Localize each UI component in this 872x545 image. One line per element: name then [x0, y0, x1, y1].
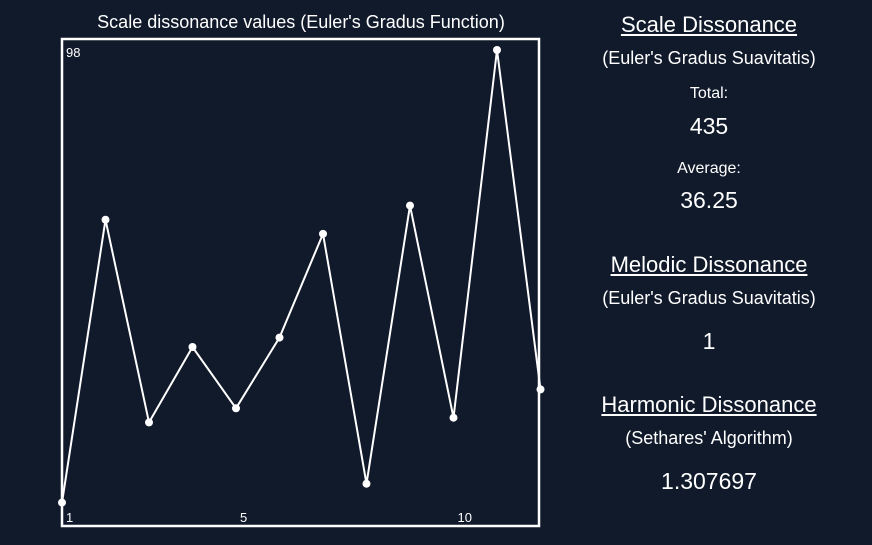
- total-label: Total:: [689, 85, 729, 102]
- melodic-dissonance-heading: Melodic Dissonance: [610, 252, 808, 277]
- scale-dissonance-heading: Scale Dissonance: [620, 12, 798, 37]
- x-tick-label-10: 10: [458, 510, 472, 525]
- data-point-5: [232, 404, 240, 413]
- chart-title: Scale dissonance values (Euler's Gradus …: [97, 12, 505, 32]
- data-point-2: [101, 215, 110, 224]
- tick-labels: 98 1 5 10: [66, 45, 472, 525]
- data-point-8: [362, 479, 371, 488]
- data-point-1: [58, 498, 66, 507]
- melodic-dissonance-value: 1: [702, 328, 716, 354]
- plot-frame: [60, 37, 541, 528]
- total-value: 435: [689, 113, 729, 139]
- data-point-3: [145, 418, 153, 427]
- data-point-6: [275, 333, 284, 342]
- harmonic-dissonance-subtitle: (Sethares' Algorithm): [625, 428, 793, 448]
- x-tick-label-5: 5: [240, 510, 247, 525]
- data-point-10: [449, 413, 458, 422]
- scale-dissonance-subtitle: (Euler's Gradus Suavitatis): [602, 48, 816, 68]
- data-point-11: [493, 46, 501, 54]
- average-label: Average:: [677, 160, 741, 177]
- data-points: [58, 46, 545, 507]
- harmonic-dissonance-heading: Harmonic Dissonance: [601, 392, 817, 417]
- data-point-4: [188, 343, 197, 351]
- series-line: [61, 49, 542, 503]
- data-point-7: [319, 229, 327, 238]
- x-tick-label-1: 1: [66, 510, 73, 525]
- harmonic-dissonance-value: 1.307697: [661, 468, 757, 494]
- dissonance-line-chart: 98 1 5 10: [58, 37, 545, 528]
- melodic-dissonance-subtitle: (Euler's Gradus Suavitatis): [602, 288, 816, 308]
- average-value: 36.25: [680, 187, 738, 213]
- data-point-9: [406, 201, 414, 210]
- data-point-12: [536, 385, 545, 394]
- y-tick-label: 98: [66, 45, 80, 60]
